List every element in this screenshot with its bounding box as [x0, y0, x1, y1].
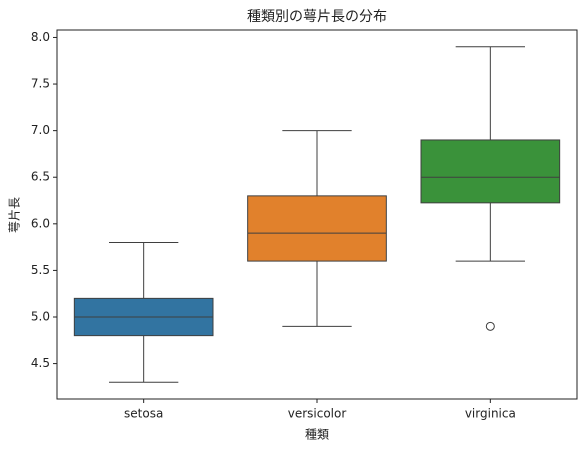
y-tick-label: 6.0: [31, 216, 50, 230]
y-tick-label: 5.0: [31, 310, 50, 324]
y-axis-label: 萼片長: [8, 197, 22, 233]
x-tick-label: versicolor: [288, 407, 347, 421]
x-tick-label: setosa: [124, 407, 163, 421]
box: [420, 139, 561, 204]
y-tick-label: 5.5: [31, 263, 50, 277]
y-tick-label: 4.5: [31, 356, 50, 370]
y-tick-label: 8.0: [31, 30, 50, 44]
chart-title: 種類別の萼片長の分布: [247, 9, 387, 25]
y-tick-label: 7.0: [31, 123, 50, 137]
outlier: [485, 321, 495, 331]
x-tick-label: virginica: [465, 407, 516, 421]
box: [247, 195, 387, 262]
x-axis-label: 種類: [305, 428, 329, 442]
y-tick-label: 6.5: [31, 170, 50, 184]
y-tick-label: 7.5: [31, 77, 50, 91]
